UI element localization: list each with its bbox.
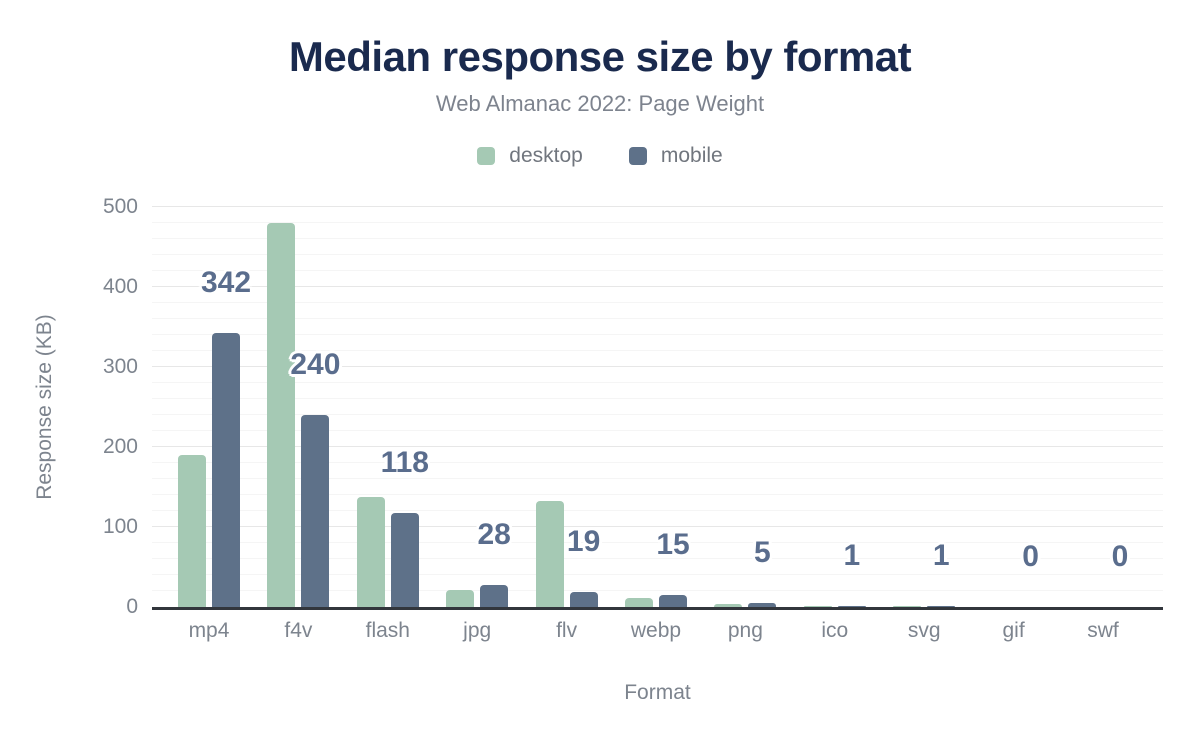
x-tick-png: png bbox=[727, 619, 763, 642]
gridline-minor bbox=[152, 350, 1163, 351]
gridline-minor bbox=[152, 574, 1163, 575]
value-label-flv: 19 bbox=[566, 524, 601, 558]
x-tick-webp: webp bbox=[630, 619, 682, 642]
chart-title: Median response size by format bbox=[288, 33, 912, 80]
y-tick-0: 0 bbox=[126, 595, 138, 618]
gridline-minor bbox=[152, 462, 1163, 463]
value-label-webp: 15 bbox=[656, 528, 690, 561]
legend-item-desktop: desktop bbox=[477, 144, 583, 168]
value-label-mp4: 342 bbox=[200, 266, 252, 300]
gridline-minor bbox=[152, 254, 1163, 255]
chart-subtitle: Web Almanac 2022: Page Weight bbox=[435, 91, 765, 116]
gridline-minor bbox=[152, 270, 1163, 271]
gridline-minor bbox=[152, 398, 1163, 399]
y-tick-500: 500 bbox=[102, 195, 138, 218]
y-tick-300: 300 bbox=[102, 355, 138, 378]
value-label-png: 5 bbox=[754, 536, 771, 569]
gridline-minor bbox=[152, 478, 1163, 479]
x-tick-jpg: jpg bbox=[463, 619, 492, 642]
gridline-minor bbox=[152, 414, 1163, 415]
value-label-ico: 1 bbox=[843, 539, 861, 573]
bar-desktop-svg bbox=[893, 606, 922, 607]
chart-legend: desktop mobile bbox=[0, 144, 1200, 168]
gridline-major bbox=[152, 286, 1163, 287]
gridline-minor bbox=[152, 382, 1163, 383]
gridline-minor bbox=[152, 238, 1163, 239]
bar-mobile-flash bbox=[390, 512, 419, 607]
gridline-minor bbox=[152, 542, 1163, 543]
gridline-major bbox=[152, 446, 1163, 447]
bar-mobile-png bbox=[748, 603, 777, 607]
gridline-minor bbox=[152, 430, 1163, 431]
gridline-minor bbox=[152, 590, 1163, 591]
desktop-swatch-icon bbox=[477, 147, 496, 165]
bar-desktop-png bbox=[714, 603, 743, 607]
gridline-minor bbox=[152, 318, 1163, 319]
bar-mobile-ico bbox=[837, 606, 866, 607]
legend-label-mobile: mobile bbox=[660, 144, 723, 167]
plot-area: 342 240 118 28 19 15 5 1 1 0 0 bbox=[152, 206, 1163, 610]
bar-mobile-webp bbox=[659, 595, 687, 607]
bar-mobile-f4v bbox=[301, 415, 330, 607]
gridline-minor bbox=[152, 302, 1163, 303]
value-label-svg: 1 bbox=[932, 539, 950, 573]
value-label-gif: 0 bbox=[1022, 540, 1039, 573]
value-label-jpg: 28 bbox=[477, 517, 511, 551]
gridline-minor bbox=[152, 334, 1163, 335]
mobile-swatch-icon bbox=[628, 147, 647, 165]
y-axis-ticks: 0 100 200 300 400 500 bbox=[0, 195, 138, 618]
x-tick-ico: ico bbox=[821, 619, 849, 642]
y-tick-200: 200 bbox=[102, 435, 138, 458]
bar-desktop-f4v bbox=[267, 223, 296, 607]
x-tick-flv: flv bbox=[556, 619, 578, 642]
gridline-minor bbox=[152, 494, 1163, 495]
y-tick-100: 100 bbox=[102, 515, 138, 538]
gridline-major bbox=[152, 526, 1163, 527]
bar-desktop-webp bbox=[625, 598, 653, 607]
bar-desktop-mp4 bbox=[178, 455, 206, 607]
bar-desktop-ico bbox=[803, 606, 832, 607]
x-tick-gif: gif bbox=[1002, 619, 1025, 642]
x-axis-title: Format bbox=[624, 681, 691, 704]
x-tick-flash: flash bbox=[365, 619, 410, 642]
gridline-major bbox=[152, 366, 1163, 367]
bar-desktop-flv bbox=[535, 500, 564, 607]
y-tick-400: 400 bbox=[102, 275, 138, 298]
bar-mobile-svg bbox=[927, 606, 956, 607]
x-tick-mp4: mp4 bbox=[188, 619, 230, 642]
x-axis-ticks: mp4 f4v flash jpg flv webp png ico svg gif swf bbox=[152, 619, 1163, 645]
value-label-f4v: 240 bbox=[290, 348, 341, 381]
bar-mobile-mp4 bbox=[212, 333, 240, 607]
gridline-minor bbox=[152, 558, 1163, 559]
legend-item-mobile: mobile bbox=[628, 144, 723, 168]
bar-desktop-flash bbox=[356, 496, 385, 607]
bar-mobile-jpg bbox=[480, 584, 509, 607]
value-label-flash: 118 bbox=[380, 445, 429, 479]
bar-desktop-jpg bbox=[446, 590, 475, 607]
gridline-minor bbox=[152, 510, 1163, 511]
x-tick-f4v: f4v bbox=[284, 619, 313, 642]
value-label-swf: 0 bbox=[1111, 540, 1129, 573]
legend-label-desktop: desktop bbox=[509, 144, 583, 167]
gridline-minor bbox=[152, 222, 1163, 223]
gridline-major bbox=[152, 206, 1163, 207]
bar-mobile-flv bbox=[569, 591, 598, 607]
x-tick-swf: swf bbox=[1087, 619, 1119, 642]
x-tick-svg: svg bbox=[907, 619, 941, 642]
